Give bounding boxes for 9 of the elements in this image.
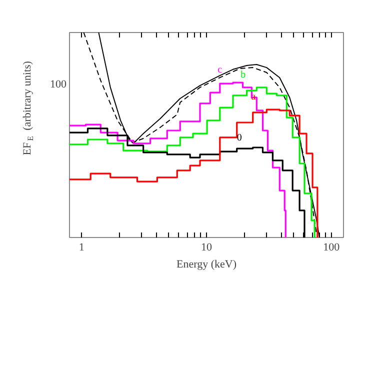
x-tick-label: 10 bbox=[201, 242, 212, 254]
text: 100 bbox=[50, 78, 67, 90]
x-tick-label: 1 bbox=[78, 242, 84, 254]
series-label: c bbox=[218, 64, 223, 76]
y-axis-title: EFE (arbitrary units) bbox=[22, 60, 35, 156]
x-axis-title: Energy (keV) bbox=[176, 258, 237, 270]
series-label: b bbox=[240, 69, 246, 80]
series-label: 0 bbox=[236, 132, 242, 144]
x-tick-label: 100 bbox=[323, 242, 340, 254]
